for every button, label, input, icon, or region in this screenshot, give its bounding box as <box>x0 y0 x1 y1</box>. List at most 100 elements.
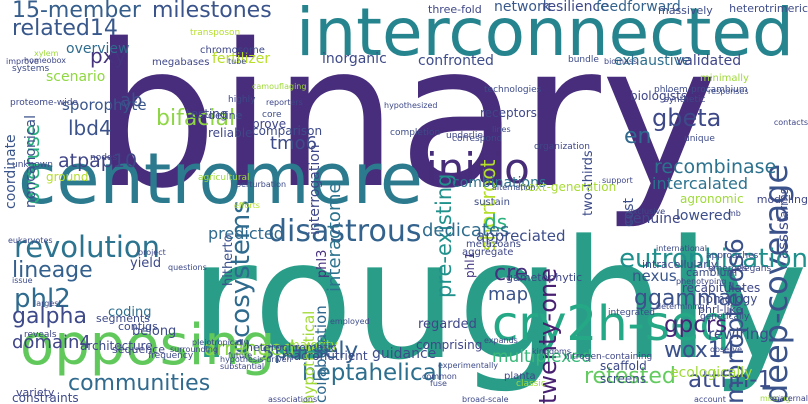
word-determining: determining <box>656 302 705 311</box>
word-alternation: alternation <box>492 183 536 192</box>
word-cre: cre <box>494 261 529 286</box>
word-interconnected: interconnected <box>296 0 794 71</box>
word-regarded: regarded <box>418 317 477 332</box>
word-heterochromatic: heterochromatic <box>246 341 337 354</box>
word-nitrogen-containing: nitrogen-containing <box>564 352 653 362</box>
word-lbd4: lbd4 <box>68 116 112 140</box>
word-three-fold: three-fold <box>428 3 482 16</box>
word-contacts: contacts <box>773 118 808 127</box>
word-improve: improve <box>6 57 39 66</box>
word-fuse: fuse <box>430 379 447 388</box>
word-variety: variety <box>16 386 55 399</box>
word-questions: questions <box>168 263 207 272</box>
word-planta: planta <box>504 371 536 382</box>
word-gametophytic: gametophytic <box>506 271 583 284</box>
word-centromere: centromere <box>18 138 423 220</box>
word-phrl-like: phrl-like <box>698 303 743 316</box>
word-maternal: maternal <box>771 394 808 403</box>
word-hypothesized: hypothesized <box>384 101 438 110</box>
word-responses: responses <box>708 87 749 96</box>
word-experimentally: experimentally <box>438 361 499 370</box>
word-reveals: reveals <box>24 330 57 340</box>
word-sparsely: sparsely <box>262 338 359 364</box>
word-recombinase: recombinase <box>654 156 777 178</box>
word-unique: unique <box>684 134 715 144</box>
word-receptors: receptors <box>480 106 537 120</box>
word-nodes: nodes <box>90 153 118 163</box>
word-project: project <box>138 248 166 257</box>
word-hypothesis-driven: hypothesis-driven <box>220 355 292 364</box>
word-exhaustive: exhaustive <box>614 53 691 69</box>
word-cambium: cambium <box>686 266 738 279</box>
word-camouflaging: camouflaging <box>252 82 307 91</box>
word-eutrophication: eutrophication <box>619 244 808 274</box>
word-chromosome: chromosome <box>200 45 265 56</box>
word-phl3: phl3 <box>315 250 330 279</box>
word-milestones: milestones <box>152 0 272 23</box>
word-proteome-wide: proteome-wide <box>10 98 78 108</box>
word-combinations: combinations <box>452 175 547 191</box>
word-organization: organization <box>534 142 590 152</box>
word-technologies: technologies <box>484 85 542 95</box>
word-underlie: underlie <box>446 131 483 141</box>
word-approaches: approaches <box>706 251 759 261</box>
word-missing: missing <box>760 394 791 403</box>
word-biomass: biomass <box>604 57 638 66</box>
word-common: common <box>422 372 457 381</box>
word-broad-scale: broad-scale <box>462 395 509 404</box>
word-heterotrimeric: heterotrimeric <box>729 2 808 15</box>
word-account: account <box>694 395 726 404</box>
word-binary: binary <box>92 1 719 232</box>
word-prove: prove <box>252 117 287 131</box>
word-genetically: genetically <box>700 312 750 322</box>
word-confronted: confronted <box>418 53 494 69</box>
word-employed: employed <box>330 317 370 326</box>
word-sequence: sequence <box>112 343 166 356</box>
word-reporters: reporters <box>266 98 303 107</box>
word-next-generation: next-generation <box>520 180 617 194</box>
word-phl2: phl2 <box>14 284 71 314</box>
word-guidance: guidance <box>372 346 437 362</box>
word-roughly: roughly <box>189 205 808 396</box>
word-coding: coding <box>108 305 152 320</box>
word-sustain: sustain <box>474 197 510 208</box>
word-largest: largest <box>34 299 62 308</box>
word-xylem: xylem <box>34 49 59 58</box>
word-comprising: comprising <box>416 338 483 352</box>
word-ab: ab <box>120 90 143 111</box>
word-international: international <box>656 244 707 253</box>
word-assist: assist <box>774 216 792 259</box>
word-communities: communities <box>68 371 211 396</box>
word-yield: yield <box>130 256 162 271</box>
word-lines: lines <box>492 125 511 134</box>
word-observe: observe <box>710 345 743 354</box>
word-feedforward: feedforward <box>596 0 681 15</box>
word-integrated: integrated <box>608 308 655 318</box>
word-reliable: reliable <box>208 126 253 140</box>
word-bifacial: bifacial <box>156 106 236 131</box>
word-bundle: bundle <box>568 55 599 65</box>
word-biologists: biologists <box>630 89 688 103</box>
word-minimally: minimally <box>700 73 749 84</box>
word-support: support <box>602 176 633 185</box>
word-inorganic: inorganic <box>322 51 387 67</box>
word-agricultural: agricultural <box>198 173 250 183</box>
word-belong: belong <box>132 324 177 339</box>
word-define: define <box>208 109 243 122</box>
word-en: en <box>624 124 652 149</box>
word-homology: homology <box>698 292 758 306</box>
word-efforts: efforts <box>234 201 260 210</box>
word-nexus: nexus <box>632 267 677 285</box>
word-atpap10: atpap10 <box>58 150 138 172</box>
word-overview: overview <box>66 41 130 57</box>
word-tube: tube <box>228 57 247 66</box>
word-ggamma: ggamma <box>634 286 732 311</box>
word-dedicates: dedicates <box>422 220 510 241</box>
word-unknown: unknown <box>12 160 53 170</box>
word-arms: arms <box>777 188 791 219</box>
word-resilience: resilience <box>542 0 609 15</box>
word-intracellularly: intracellularly <box>642 258 718 271</box>
word-15-member: 15-member <box>12 0 141 23</box>
word-domain4: domain4 <box>12 332 91 353</box>
word-tmo6: tmo6 <box>270 133 318 154</box>
